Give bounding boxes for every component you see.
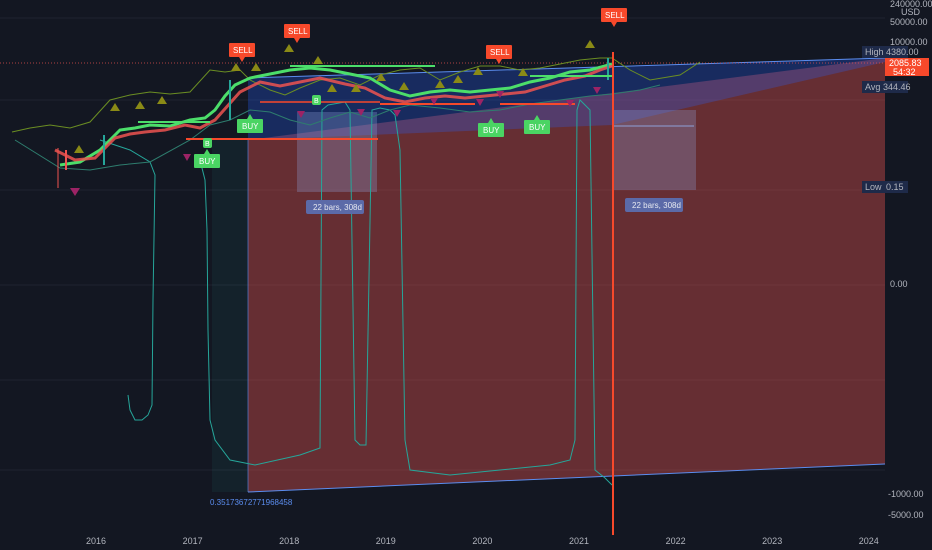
- y-tick-label: 0.00: [890, 279, 908, 289]
- svg-text:BUY: BUY: [199, 157, 216, 166]
- x-tick-label: 2020: [472, 536, 492, 546]
- sell-signal[interactable]: SELL: [284, 24, 310, 43]
- history-region-shade: [212, 140, 248, 492]
- oscillator-line: [99, 139, 156, 421]
- svg-text:B: B: [205, 141, 210, 148]
- svg-text:SELL: SELL: [288, 27, 308, 36]
- measure-label-1: 22 bars, 308d: [306, 200, 364, 214]
- y-tick-label: 240000.00: [890, 0, 932, 9]
- y-tick-label: -5000.00: [888, 510, 924, 520]
- svg-text:B: B: [314, 98, 319, 105]
- svg-text:22 bars, 308d: 22 bars, 308d: [632, 201, 681, 210]
- price-badge-value: 2085.83: [889, 58, 922, 68]
- stat-avg-badge: Avg 344.46: [862, 81, 911, 93]
- x-tick-label: 2021: [569, 536, 589, 546]
- svg-text:SELL: SELL: [233, 46, 253, 55]
- channel-bottom-line: [247, 463, 886, 493]
- buy-signal[interactable]: BUY: [194, 149, 220, 168]
- oscillator-line-2: [199, 99, 613, 486]
- stat-high-badge: High 4380.00: [862, 46, 919, 58]
- svg-text:SELL: SELL: [490, 48, 510, 57]
- time-axis: 2016 2017 2018 2019 2020 2021 2022 2023 2024: [86, 536, 879, 546]
- y-tick-label: 50000.00: [890, 17, 928, 27]
- price-axis: 240000.00 USD 50000.00 10000.00 0.00 -10…: [888, 0, 932, 520]
- svg-text:SELL: SELL: [605, 11, 625, 20]
- x-tick-label: 2022: [666, 536, 686, 546]
- x-tick-label: 2024: [859, 536, 879, 546]
- x-tick-label: 2018: [279, 536, 299, 546]
- buy-signal[interactable]: BUY: [478, 118, 504, 137]
- lower-envelope-line: [14, 84, 661, 171]
- annotation-text: 0.35173672771968458: [210, 498, 293, 507]
- buy-signal[interactable]: BUY: [237, 114, 263, 133]
- svg-text:22 bars, 308d: 22 bars, 308d: [313, 203, 362, 212]
- measure-box-2: [612, 110, 696, 190]
- b-marker: B: [312, 95, 321, 105]
- stat-high-label: High: [865, 47, 884, 57]
- currency-label: USD: [901, 7, 921, 17]
- candles: [54, 58, 613, 188]
- sell-signal[interactable]: SELL: [229, 43, 255, 62]
- y-tick-label: 10000.00: [890, 37, 928, 47]
- x-tick-label: 2016: [86, 536, 106, 546]
- svg-text:BUY: BUY: [529, 123, 546, 132]
- stat-avg-value: 344.46: [883, 82, 911, 92]
- stat-low-badge: Low 0.15: [862, 181, 908, 193]
- svg-text:BUY: BUY: [483, 126, 500, 135]
- down-markers: [70, 87, 601, 196]
- svg-text:BUY: BUY: [242, 122, 259, 131]
- sell-signal[interactable]: SELL: [601, 8, 627, 27]
- stat-avg-label: Avg: [865, 82, 880, 92]
- price-badge-countdown: 54:32: [893, 67, 916, 77]
- up-markers: [74, 40, 595, 153]
- stat-low-label: Low: [865, 182, 882, 192]
- stat-high-value: 4380.00: [886, 47, 919, 57]
- stat-low-value: 0.15: [886, 182, 904, 192]
- b-marker: B: [203, 138, 212, 148]
- forecast-region: [248, 58, 885, 492]
- sell-signal[interactable]: SELL: [486, 45, 512, 64]
- y-tick-label: -1000.00: [888, 489, 924, 499]
- x-tick-label: 2017: [183, 536, 203, 546]
- measure-label-2: 22 bars, 308d: [625, 198, 683, 212]
- upper-envelope-line: [11, 57, 701, 133]
- x-tick-label: 2019: [376, 536, 396, 546]
- current-price-badge: 2085.83 54:32: [885, 58, 929, 77]
- buy-signal[interactable]: BUY: [524, 115, 550, 134]
- x-tick-label: 2023: [762, 536, 782, 546]
- measure-box-1: [297, 112, 377, 192]
- level-lines: [138, 65, 612, 140]
